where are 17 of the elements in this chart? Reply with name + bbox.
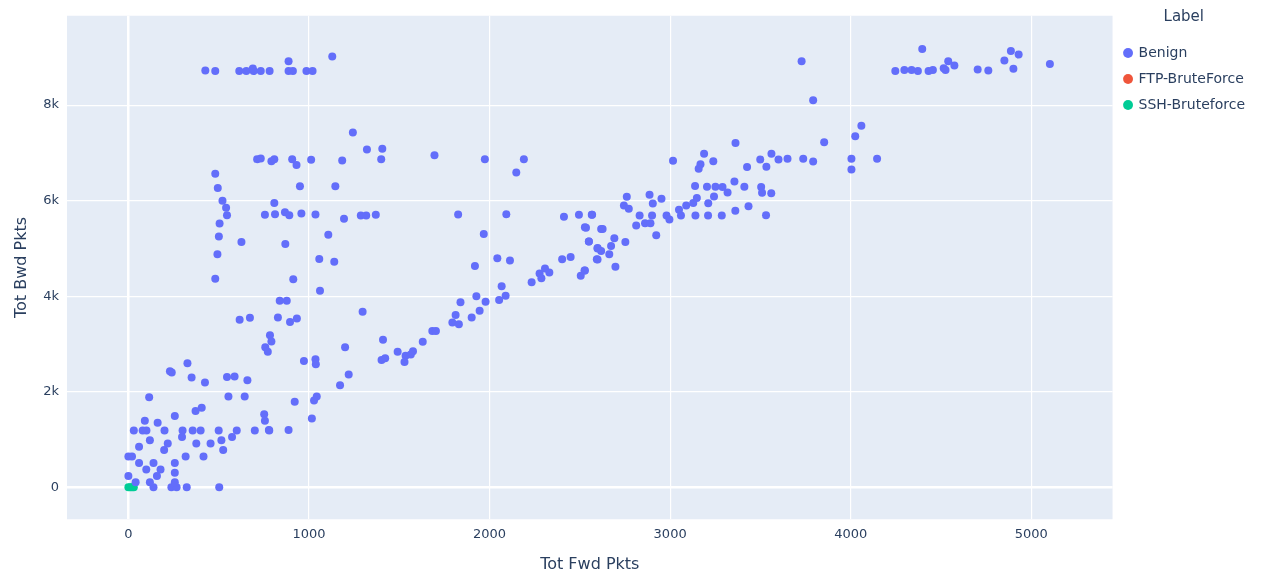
legend-label: Benign (1138, 43, 1188, 60)
x-tick-label: 3000 (653, 526, 687, 542)
x-tick-label: 2000 (473, 526, 507, 542)
x-tick-label: 4000 (834, 526, 868, 542)
y-axis-title: Tot Bwd Pkts (10, 216, 30, 320)
y-tick-label: 4k (43, 287, 60, 303)
x-tick-label: 1000 (292, 526, 326, 542)
y-tick-label: 8k (43, 96, 60, 112)
x-tick-label: 0 (124, 526, 133, 542)
x-axis-title: Tot Fwd Pkts (539, 553, 640, 573)
legend-label: FTP-BruteForce (1138, 69, 1244, 86)
y-tick-label: 0 (50, 478, 59, 494)
y-tick-label: 2k (43, 383, 60, 399)
x-tick-label: 5000 (1014, 526, 1048, 542)
y-tick-label: 6k (43, 192, 60, 208)
legend-label: SSH-Bruteforce (1138, 95, 1246, 112)
legend-title: Label (1163, 7, 1205, 26)
